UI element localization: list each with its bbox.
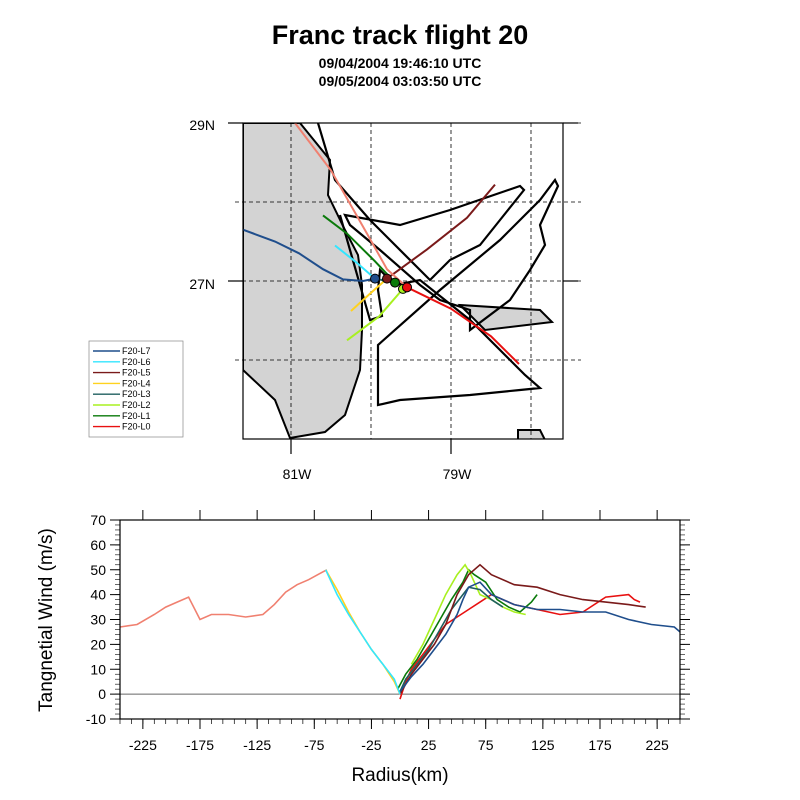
- x-tick-label: 175: [588, 737, 612, 753]
- flight-leg-f20-l7: [243, 228, 376, 283]
- flight-leg-f20-l2: [346, 288, 404, 342]
- legend-label: F20-L6: [122, 357, 151, 367]
- legend-box: [88, 340, 184, 438]
- line-axes: -225 -175 -125 -75 -25 25 75 125 175 225 -10 0 10 20 3…: [86, 510, 690, 753]
- y-axis-title: Tangnetial Wind (m/s): [36, 528, 57, 712]
- line-series: [119, 563, 681, 700]
- chart-subtitle-start-time: 09/04/2004 19:46:10 UTC: [318, 55, 482, 71]
- flight-leg-f20-l0: [294, 123, 408, 289]
- legend-label: F20-L3: [122, 389, 151, 399]
- flight-leg-f20-l4: [350, 277, 388, 312]
- x-tick-label: -25: [361, 737, 381, 753]
- wind-series-f20-l5: [399, 563, 646, 695]
- y-tick-label: -10: [86, 711, 106, 727]
- y-tick-label: 60: [90, 537, 106, 553]
- storm-centers: [370, 273, 412, 294]
- wind-series-f20-l4: [325, 569, 401, 695]
- x-tick-label: 75: [478, 737, 494, 753]
- map-legend: F20-L7F20-L6F20-L5F20-L4F20-L3F20-L2F20-…: [88, 340, 184, 438]
- lon-label-81w: 81W: [283, 466, 313, 482]
- chart-subtitle-end-time: 09/05/2004 03:03:50 UTC: [318, 73, 482, 89]
- wind-series-f20-l2: [410, 563, 526, 665]
- y-tick-label: 10: [90, 661, 106, 677]
- lat-label-27n: 27N: [189, 276, 215, 292]
- wind-series-f20-l0: [399, 593, 641, 700]
- flight-leg-f20-l6: [334, 244, 376, 280]
- y-tick-label: 50: [90, 562, 106, 578]
- legend-label: F20-L2: [122, 400, 151, 410]
- bahamas-island-1: [457, 303, 555, 332]
- wind-series-f20-l0: [119, 569, 328, 628]
- x-tick-label: -125: [243, 737, 271, 753]
- y-tick-label: 0: [98, 686, 106, 702]
- map-ticks: [228, 122, 578, 454]
- legend-label: F20-L0: [122, 422, 151, 432]
- legend-label: F20-L1: [122, 411, 151, 421]
- x-tick-label: -75: [304, 737, 324, 753]
- y-tick-label: 20: [90, 636, 106, 652]
- legend-label: F20-L7: [122, 346, 151, 356]
- x-tick-label: 25: [421, 737, 437, 753]
- storm-center-marker: [390, 277, 400, 288]
- flight-leg-f20-l0: [406, 286, 520, 365]
- x-axis-title: Radius(km): [351, 765, 448, 786]
- storm-center-marker: [402, 282, 412, 293]
- x-tick-label: -225: [129, 737, 157, 753]
- legend-label: F20-L5: [122, 368, 151, 378]
- plot-frame: [119, 519, 681, 720]
- y-tick-label: 70: [90, 512, 106, 528]
- x-tick-label: 125: [531, 737, 555, 753]
- flight-leg-f20-l1: [322, 214, 396, 284]
- flight-path-outline: [316, 123, 560, 407]
- flight-leg-f20-l5: [386, 183, 496, 280]
- chart-title: Franc track flight 20: [271, 20, 529, 50]
- wind-series-f20-l6: [324, 569, 401, 695]
- storm-center-marker: [382, 273, 392, 284]
- wind-series-f20-l3: [399, 586, 504, 692]
- lon-label-79w: 79W: [443, 466, 473, 482]
- storm-center-marker: [370, 273, 380, 284]
- legend-label: F20-L4: [122, 378, 151, 388]
- x-tick-label: 225: [645, 737, 669, 753]
- wind-series-f20-l7: [399, 581, 681, 693]
- y-tick-label: 30: [90, 612, 106, 628]
- lat-label-29n: 29N: [189, 117, 215, 133]
- x-tick-label: -175: [186, 737, 214, 753]
- y-tick-label: 40: [90, 587, 106, 603]
